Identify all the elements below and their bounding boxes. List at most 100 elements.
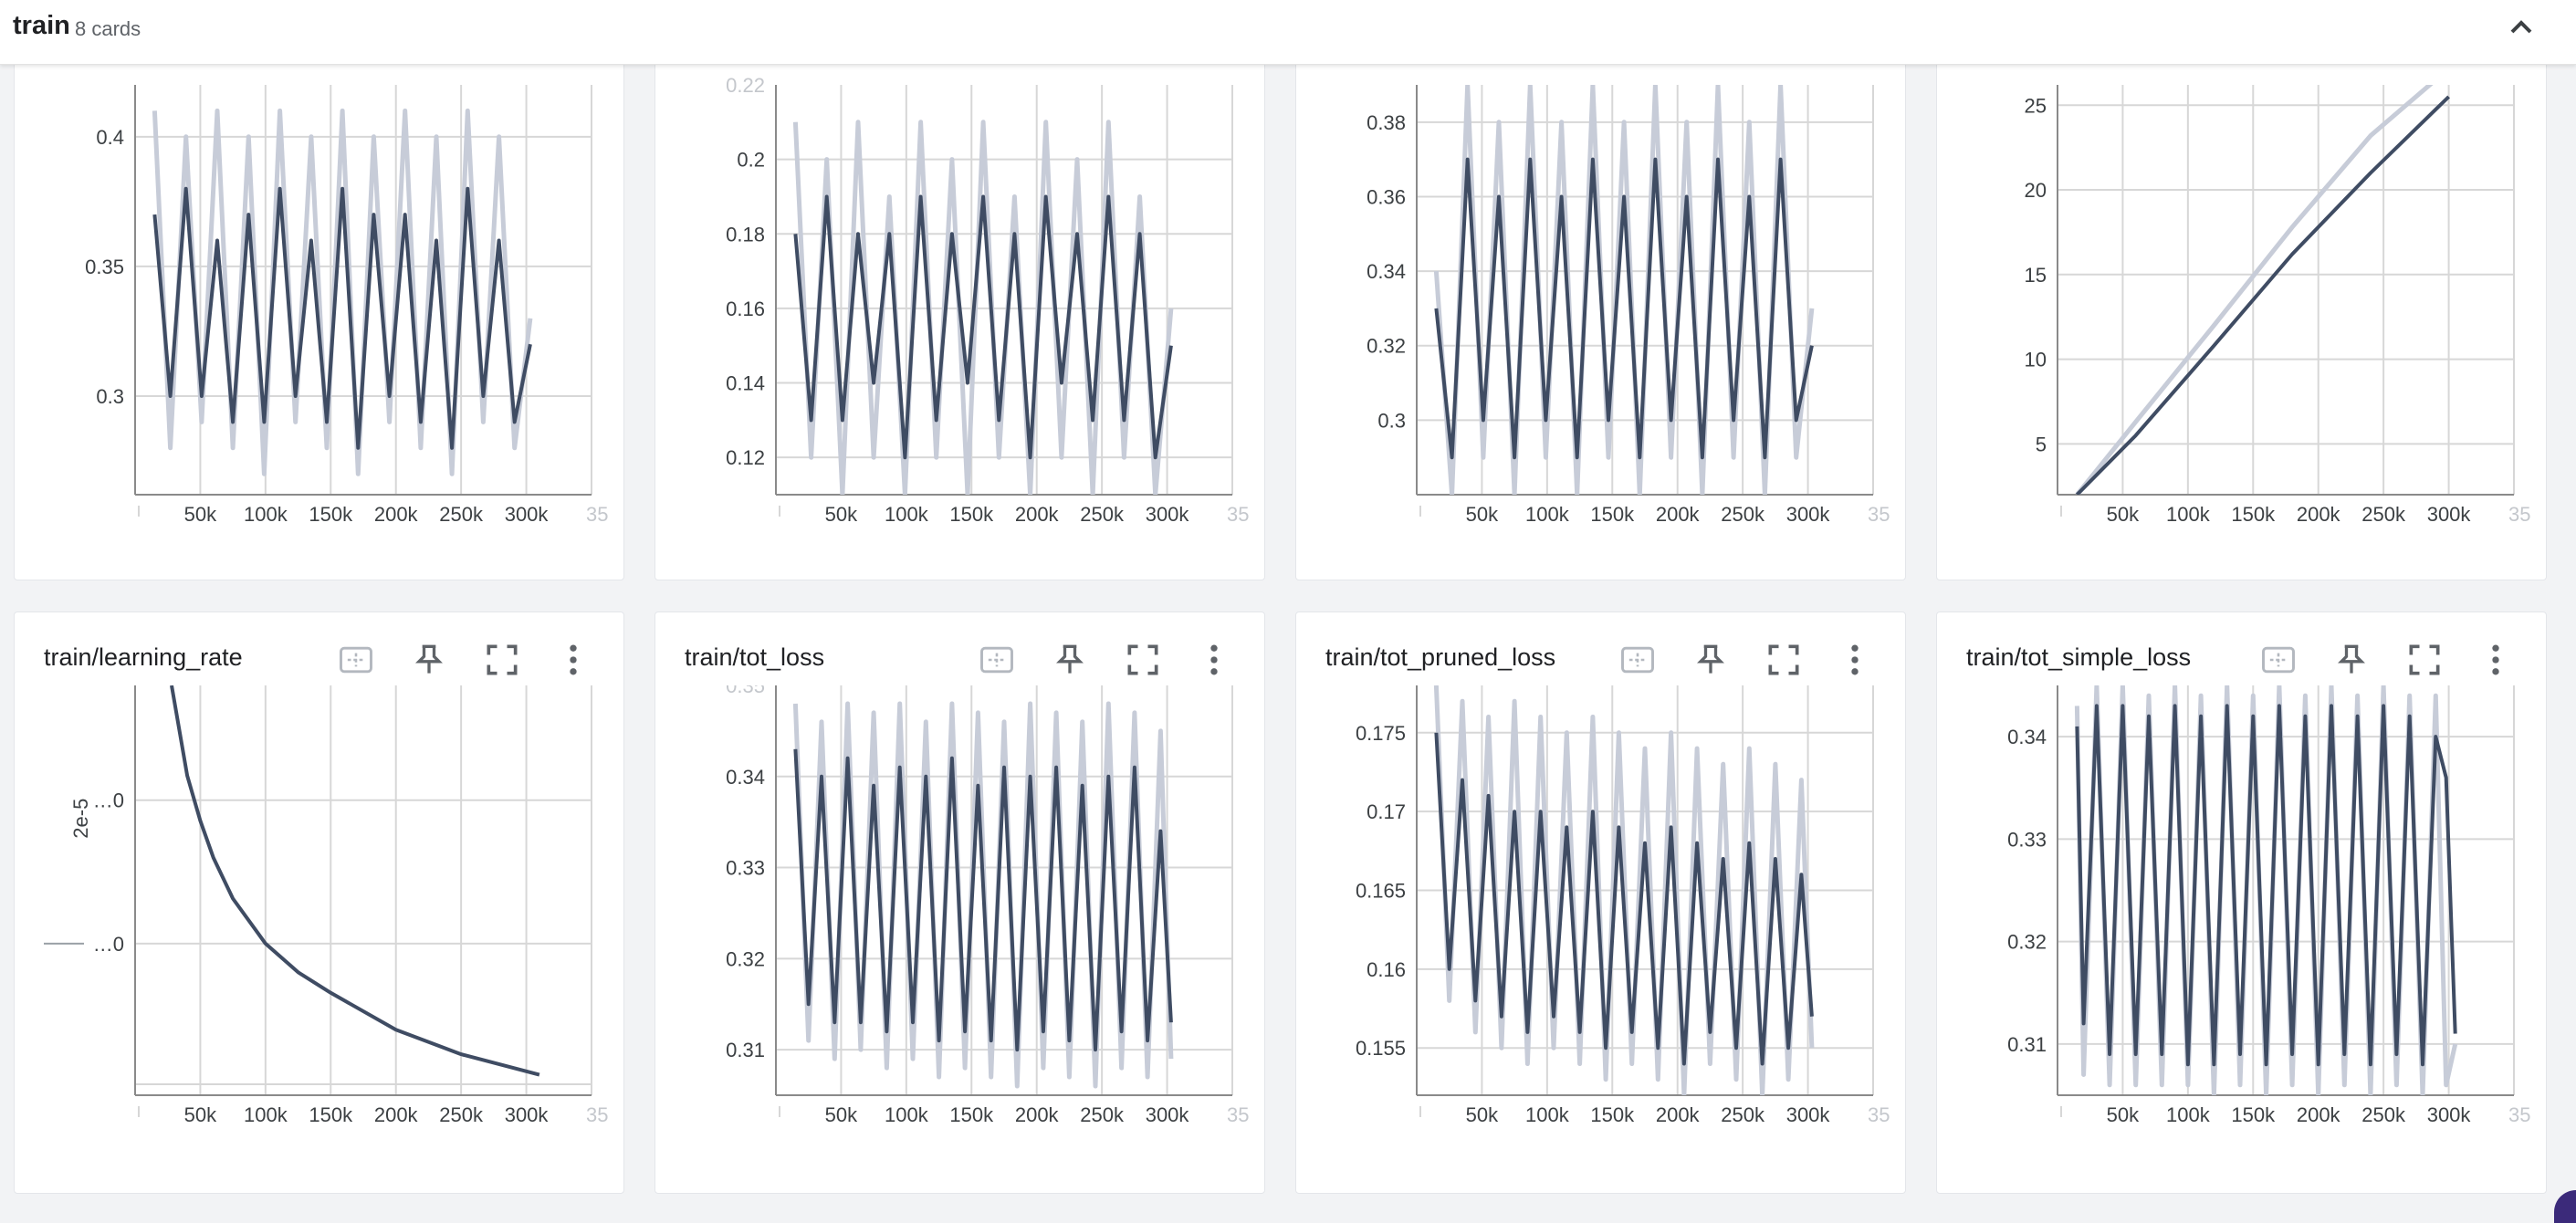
x-tick-label: 35 (1227, 503, 1249, 526)
x-tick-label: 150k (2231, 1103, 2276, 1126)
x-tick-label: 50k (184, 1103, 217, 1126)
chevron-up-icon[interactable] (2503, 9, 2539, 46)
smoothed-series-line (1434, 157, 1814, 460)
x-tick-label: 50k (825, 1103, 858, 1126)
chart-card: 0.38 0.36 0.34 0.32 0.3 50k 100k 150k 200k 250k 30… (1295, 55, 1906, 580)
y-tick-label: 20 (2025, 179, 2047, 202)
x-tick-label: 50k (2107, 1103, 2140, 1126)
y-tick-label: 0.32 (1367, 335, 1406, 358)
chart-card: train/tot_loss 0.34 0.33 0.32 0.31 0.35 50k 100… (654, 612, 1265, 1194)
fit-domain-icon[interactable] (977, 640, 1017, 680)
y-tick-label: 15 (2025, 264, 2047, 287)
line-chart[interactable]: 0.34 0.33 0.32 0.31 0.35 50k 100k 150k 200k 250k 3… (655, 685, 1264, 1193)
more-vert-icon[interactable] (553, 640, 593, 680)
y-tick-label: 0.31 (726, 1039, 765, 1061)
x-tick-label: 200k (374, 503, 419, 526)
x-tick-label: 250k (1080, 503, 1125, 526)
fullscreen-icon[interactable] (1764, 640, 1804, 680)
smoothed-series-line (2075, 95, 2450, 495)
more-vert-icon[interactable] (1194, 640, 1234, 680)
chart-svg: 0.2 0.18 0.16 0.14 0.12 0.22 50k 100k 150k 200k 25… (726, 74, 1249, 526)
line-chart[interactable]: …0 …0 2e-5 50k 100k 150k 200k 250k 300k 35 (15, 685, 623, 1193)
raw-series-line (2074, 685, 2458, 1095)
x-tick-label: 150k (309, 503, 353, 526)
x-tick-label: 100k (885, 1103, 929, 1126)
x-tick-label: 35 (2508, 503, 2530, 526)
x-tick-label: 250k (2361, 1103, 2406, 1126)
pin-icon[interactable] (2331, 640, 2372, 680)
raw-series-line (152, 108, 533, 476)
chart-svg: 0.34 0.33 0.32 0.31 0.35 50k 100k 150k 200k 250k 3… (726, 685, 1249, 1126)
line-chart[interactable]: 25 20 15 10 5 50k 100k 150k 200k 250k 300k 35 (1937, 56, 2546, 580)
x-tick-label: 100k (885, 503, 929, 526)
x-tick-label: 200k (2297, 1103, 2341, 1126)
x-tick-label: 200k (374, 1103, 419, 1126)
x-tick-label: 250k (1721, 503, 1765, 526)
x-tick-label: 150k (309, 1103, 353, 1126)
x-tick-label: 50k (2107, 503, 2140, 526)
x-tick-label: 100k (1525, 503, 1570, 526)
x-tick-label: 150k (2231, 503, 2276, 526)
fullscreen-icon[interactable] (1123, 640, 1163, 680)
card-title: train/tot_pruned_loss (1325, 643, 1556, 671)
raw-series-line (2075, 85, 2434, 495)
chart-svg: 0.175 0.17 0.165 0.16 0.155 50k 100k 150k 200k 25… (1356, 685, 1890, 1126)
pin-icon[interactable] (409, 640, 449, 680)
line-chart[interactable]: 0.38 0.36 0.34 0.32 0.3 50k 100k 150k 200k 250k 30… (1296, 56, 1905, 580)
series-group (2074, 685, 2458, 1095)
x-tick-label: 200k (1656, 503, 1701, 526)
card-title: train/learning_rate (44, 643, 243, 671)
fit-domain-icon[interactable] (1618, 640, 1658, 680)
x-tick-label: 35 (2508, 1103, 2530, 1126)
raw-series-line (792, 120, 1174, 495)
smoothed-series-line (2075, 704, 2457, 1067)
x-tick-label: 300k (1146, 503, 1190, 526)
x-tick-label: 200k (2297, 503, 2341, 526)
series-group (792, 701, 1174, 1089)
y-tick-label: 5 (2036, 433, 2047, 455)
x-tick-label: 300k (1146, 1103, 1190, 1126)
x-tick-label: 50k (1466, 503, 1499, 526)
card-title: train/tot_loss (685, 643, 825, 671)
chart-card: train/tot_simple_loss 0.34 0.33 0.32 0.31 50k… (1936, 612, 2547, 1194)
x-tick-label: 300k (2427, 503, 2472, 526)
fullscreen-icon[interactable] (2404, 640, 2445, 680)
line-chart[interactable]: 0.2 0.18 0.16 0.14 0.12 0.22 50k 100k 150k 200k 25… (655, 56, 1264, 580)
x-tick-label: 250k (2361, 503, 2406, 526)
x-tick-label: 250k (439, 1103, 484, 1126)
y-tick-label: 0.175 (1356, 722, 1406, 745)
series-group (1433, 85, 1815, 495)
x-tick-label: 200k (1015, 1103, 1060, 1126)
x-tick-label: 50k (1466, 1103, 1499, 1126)
chart-card: 0.2 0.18 0.16 0.14 0.12 0.22 50k 100k 150k 200k 25… (654, 55, 1265, 580)
y-tick-label: 0.32 (726, 947, 765, 970)
more-vert-icon[interactable] (2476, 640, 2516, 680)
line-chart[interactable]: 0.175 0.17 0.165 0.16 0.155 50k 100k 150k 200k 25… (1296, 685, 1905, 1193)
chart-card: train/learning_rate …0 …0 2e-5 50k 100k 150k 20… (14, 612, 624, 1194)
y-tick-label: 0.14 (726, 372, 765, 395)
x-tick-label: 100k (244, 1103, 288, 1126)
fit-domain-icon[interactable] (2258, 640, 2299, 680)
x-tick-label: 200k (1015, 503, 1060, 526)
fit-domain-icon[interactable] (336, 640, 376, 680)
y-tick-label: 0.34 (726, 766, 765, 789)
x-tick-label: 250k (1080, 1103, 1125, 1126)
chart-svg: 0.38 0.36 0.34 0.32 0.3 50k 100k 150k 200k 250k 30… (1367, 85, 1890, 526)
x-tick-label: 300k (505, 1103, 550, 1126)
series-group (2075, 85, 2450, 495)
pin-icon[interactable] (1691, 640, 1731, 680)
x-tick-label: 100k (2166, 1103, 2211, 1126)
series-group (1433, 685, 1815, 1095)
more-vert-icon[interactable] (1835, 640, 1875, 680)
chart-card: 0.4 0.35 0.3 50k 100k 150k 200k 250k 300k 35 (14, 55, 624, 580)
smoothed-series-line (170, 685, 540, 1077)
smoothed-series-line (793, 194, 1173, 460)
line-chart[interactable]: 0.4 0.35 0.3 50k 100k 150k 200k 250k 300k 35 (15, 56, 623, 580)
line-chart[interactable]: 0.34 0.33 0.32 0.31 50k 100k 150k 200k 250k 300k 3… (1937, 685, 2546, 1193)
y-tick-label: 10 (2025, 349, 2047, 371)
y-tick-label: 0.38 (1367, 111, 1406, 134)
pin-icon[interactable] (1050, 640, 1090, 680)
fullscreen-icon[interactable] (482, 640, 522, 680)
x-tick-label: 150k (1590, 1103, 1635, 1126)
y-tick-label: 0.32 (2007, 931, 2047, 954)
